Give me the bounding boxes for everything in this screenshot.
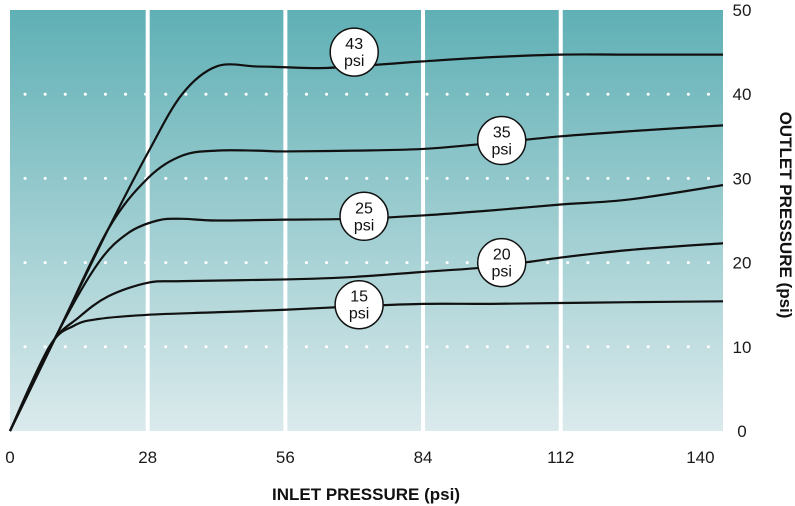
y-tick-label: 40	[733, 85, 752, 104]
label-bubble	[329, 27, 379, 77]
x-tick-label: 84	[414, 448, 433, 467]
label-bubble	[476, 115, 527, 166]
y-axis-title: OUTLET PRESSURE (psi)	[776, 112, 795, 319]
label-bubble	[334, 279, 384, 330]
y-tick-label: 0	[737, 422, 746, 441]
label-value: 20	[493, 247, 511, 264]
x-tick-label: 112	[547, 448, 574, 467]
label-unit: psi	[349, 306, 369, 323]
label-bubble	[339, 191, 389, 242]
y-tick-label: 30	[733, 169, 752, 188]
label-value: 43	[345, 36, 363, 53]
label-bubble	[476, 237, 527, 288]
series-line-20	[9, 242, 724, 432]
y-tick-labels: 0 10 20 30 40 50	[733, 1, 752, 441]
label-value: 25	[355, 200, 373, 217]
series-line-25	[9, 184, 724, 432]
x-axis-title: INLET PRESSURE (psi)	[272, 485, 460, 504]
label-value: 35	[493, 125, 511, 142]
x-tick-label: 140	[686, 448, 714, 467]
label-value: 15	[350, 289, 368, 306]
x-tick-label: 0	[5, 448, 14, 467]
x-tick-labels: 0 28 56 84 112 140	[5, 448, 714, 467]
series-line-35	[9, 124, 724, 432]
label-unit: psi	[354, 217, 374, 234]
y-tick-label: 50	[733, 1, 752, 20]
y-tick-label: 10	[733, 338, 752, 357]
label-unit: psi	[344, 53, 364, 70]
x-tick-label: 28	[138, 448, 157, 467]
y-tick-label: 20	[733, 254, 752, 273]
label-unit: psi	[491, 264, 511, 281]
x-tick-label: 56	[276, 448, 295, 467]
pressure-curves	[9, 53, 724, 432]
label-unit: psi	[491, 142, 511, 159]
series-line-15	[9, 300, 724, 432]
